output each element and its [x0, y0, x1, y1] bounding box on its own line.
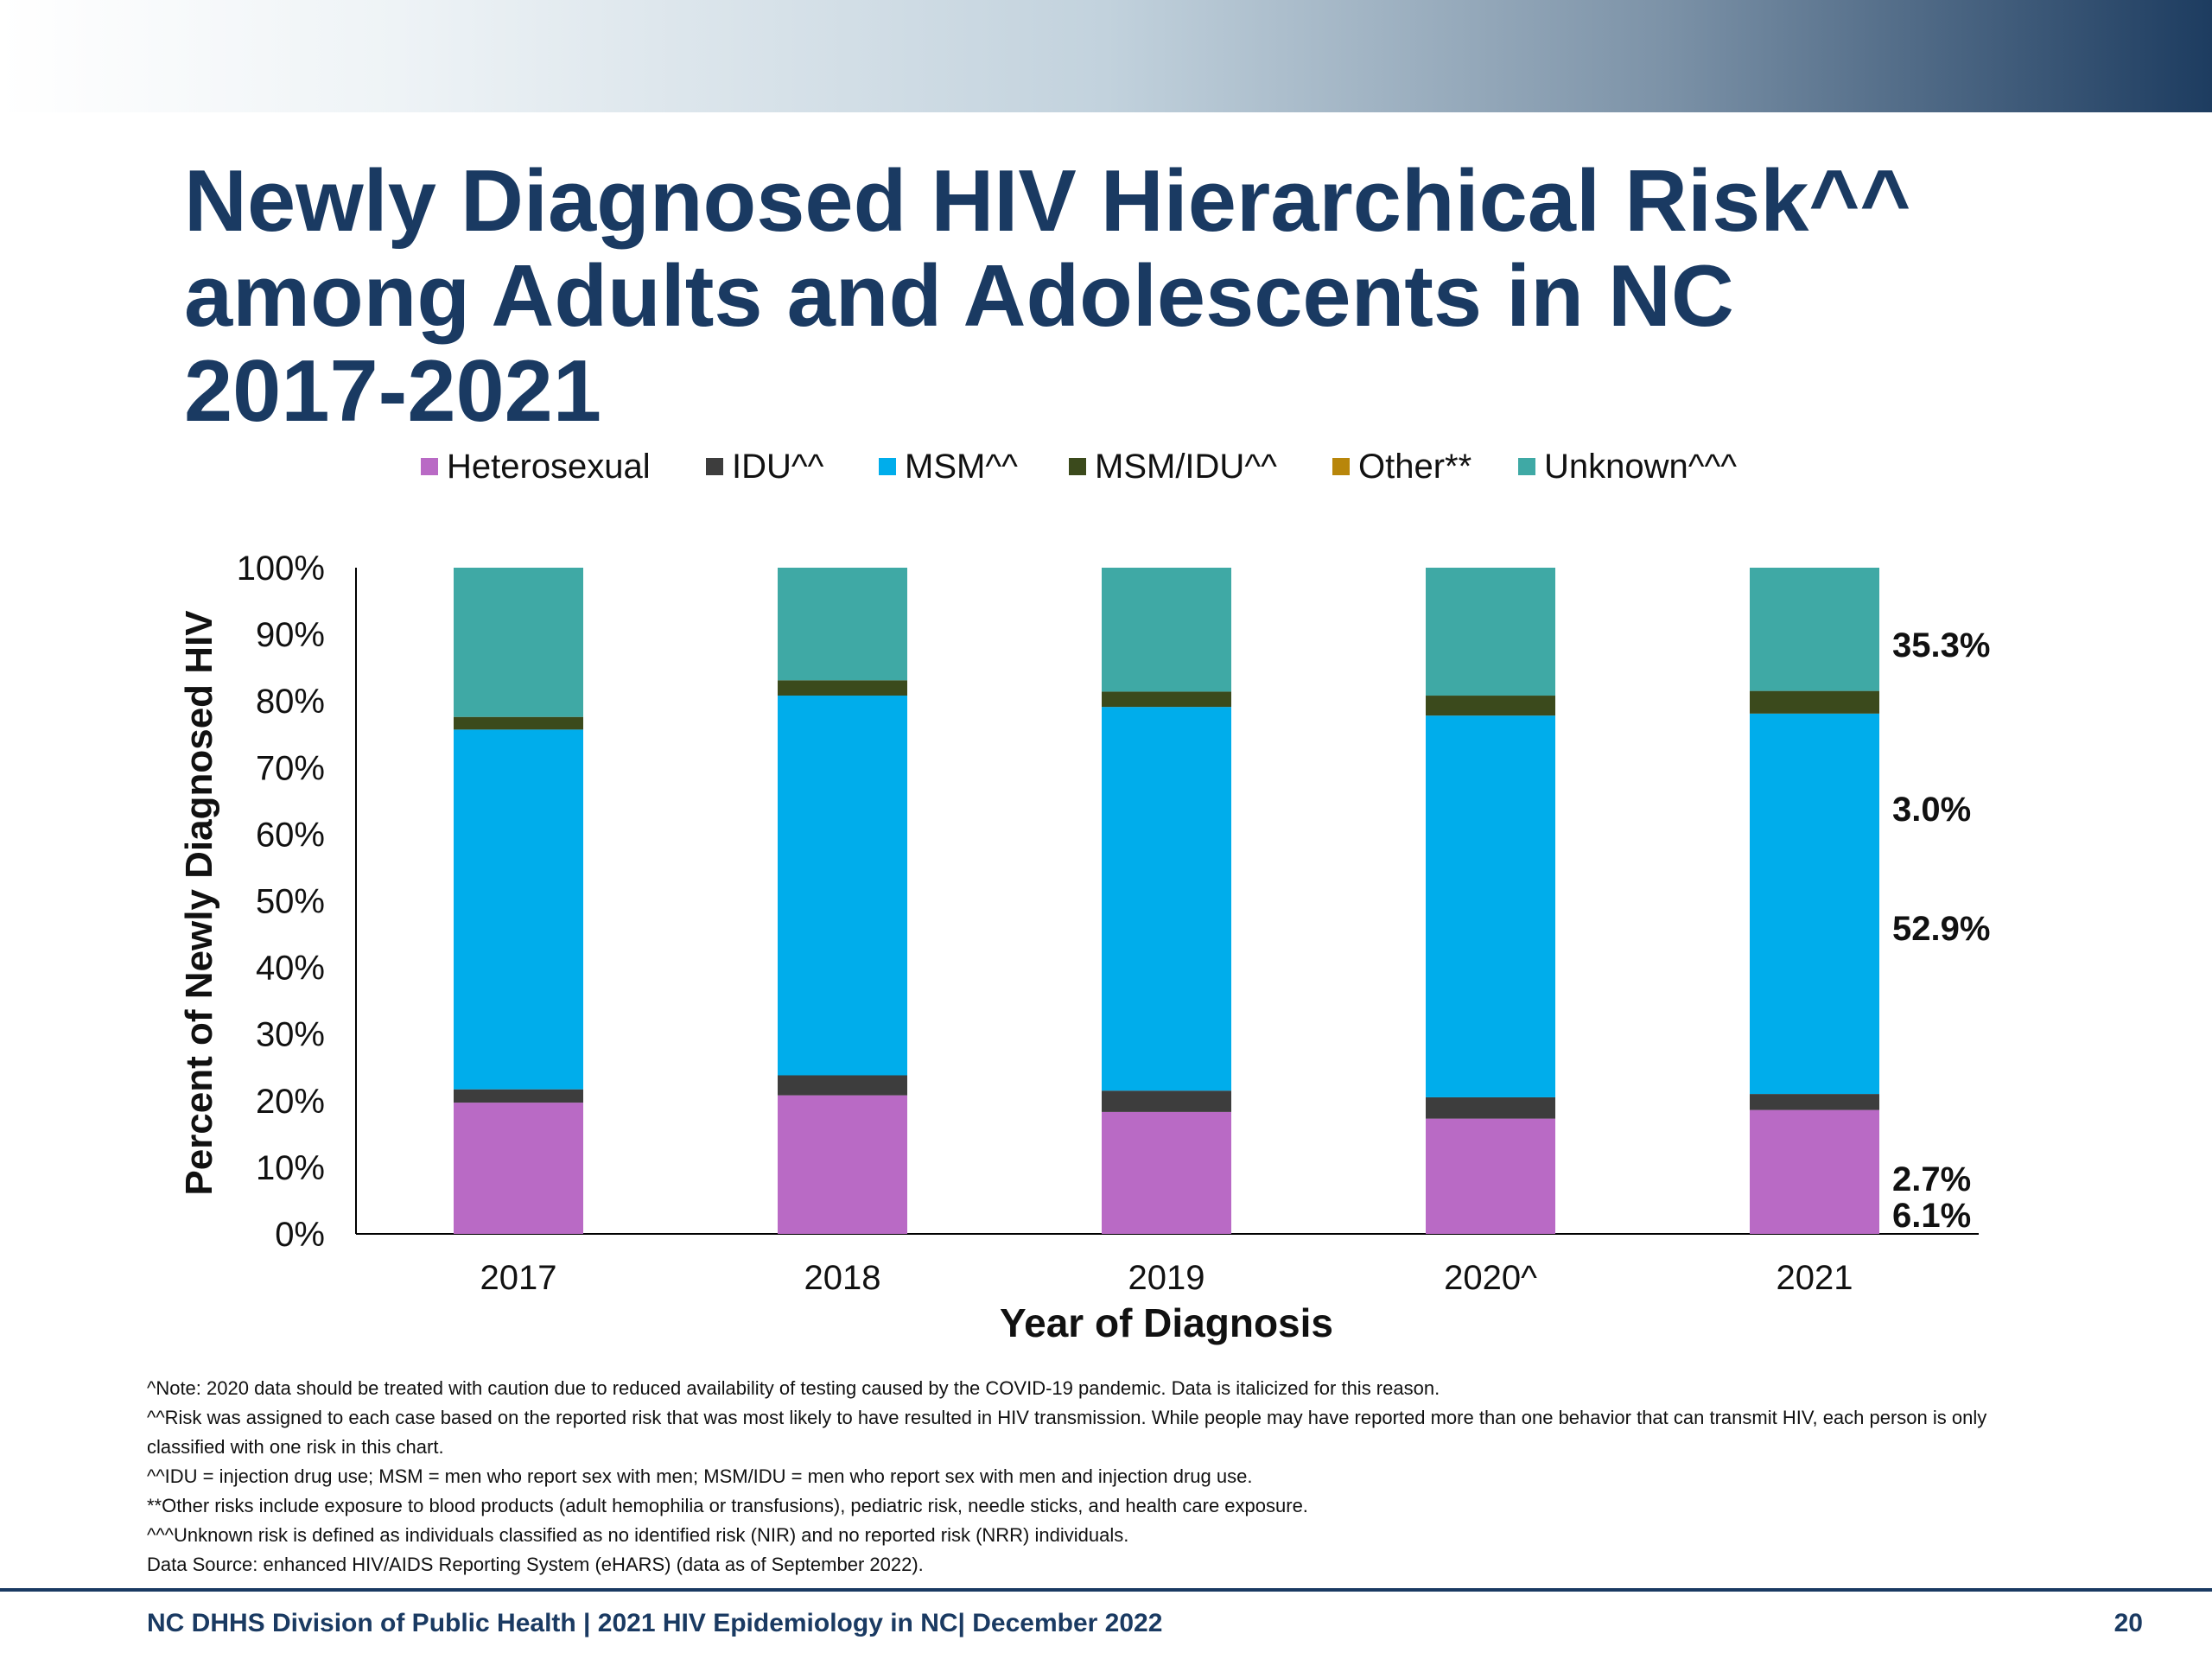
y-tick-label: 30% [256, 1016, 325, 1054]
y-tick-label: 60% [256, 816, 325, 854]
page-number: 20 [2113, 1609, 2143, 1637]
bar-unknown-2017 [454, 568, 583, 717]
legend-swatch-msm-idu [1069, 458, 1086, 475]
bar-idu-2021 [1750, 1094, 1879, 1110]
footnote-unknown: ^^^Unknown risk is defined as individual… [147, 1524, 1129, 1546]
y-tick-label: 80% [256, 683, 325, 721]
bar-msm-idu-2020 [1426, 696, 1555, 716]
annotation-label: 3.0% [1892, 791, 1971, 829]
footnote-abbreviations: ^^IDU = injection drug use; MSM = men wh… [147, 1465, 1253, 1487]
chart-legend: Heterosexual IDU^^ MSM^^ MSM/IDU^^ Other** Un… [421, 448, 1737, 486]
annotation-label: 2.7% [1892, 1160, 1971, 1198]
bar-idu-2017 [454, 1089, 583, 1103]
legend-label-heterosexual: Heterosexual [447, 448, 651, 486]
stacked-bar-chart: Heterosexual IDU^^ MSM^^ MSM/IDU^^ Other** Un… [178, 448, 1990, 1345]
slide-title-line-3: 2017-2021 [184, 343, 602, 440]
bar-heterosexual-2019 [1102, 1111, 1231, 1234]
slide-title: Newly Diagnosed HIV Hierarchical Risk^^ … [184, 154, 2042, 439]
bar-heterosexual-2020 [1426, 1118, 1555, 1234]
bar-msm-2020 [1426, 715, 1555, 1097]
legend-label-other: Other** [1358, 448, 1471, 486]
bars [454, 568, 1879, 1234]
y-tick-label: 20% [256, 1083, 325, 1121]
legend-label-msm: MSM^^ [905, 448, 1018, 486]
y-tick-label: 50% [256, 883, 325, 921]
annotation-label: 35.3% [1892, 626, 1990, 664]
x-axis-title: Year of Diagnosis [1000, 1300, 1333, 1345]
bar-idu-2018 [778, 1075, 907, 1096]
bar-heterosexual-2017 [454, 1103, 583, 1234]
bar-idu-2020 [1426, 1096, 1555, 1119]
x-tick-label: 2019 [1128, 1259, 1205, 1297]
x-tick-label: 2017 [480, 1259, 557, 1297]
y-tick-label: 10% [256, 1149, 325, 1187]
bar-msm-2017 [454, 729, 583, 1090]
bar-msm-idu-2021 [1750, 690, 1879, 714]
bar-msm-idu-2019 [1102, 691, 1231, 708]
x-tick-label: 2020^ [1444, 1259, 1537, 1297]
x-tick-label: 2018 [804, 1259, 881, 1297]
legend-swatch-heterosexual [421, 458, 438, 475]
x-axis: 2017 2018 2019 2020^ 2021 [480, 1259, 1853, 1297]
slide-title-line-1: Newly Diagnosed HIV Hierarchical Risk^^ [184, 153, 1911, 250]
annotations: 35.3% 3.0% 52.9% 2.7%6.1% [1892, 626, 1990, 1235]
slide-title-line-2: among Adults and Adolescents in NC [184, 248, 1734, 345]
legend-swatch-unknown [1518, 458, 1535, 475]
bar-msm-idu-2017 [454, 716, 583, 730]
y-tick-label: 90% [256, 616, 325, 654]
footer-divider [0, 1588, 2212, 1592]
y-tick-label: 100% [237, 550, 325, 588]
annotation-label: 6.1% [1892, 1197, 1971, 1235]
legend-label-unknown: Unknown^^^ [1544, 448, 1737, 486]
bar-heterosexual-2018 [778, 1095, 907, 1234]
legend-swatch-other [1332, 458, 1350, 475]
y-axis-title: Percent of Newly Diagnosed HIV [178, 610, 220, 1196]
bar-unknown-2019 [1102, 568, 1231, 692]
bar-msm-idu-2018 [778, 680, 907, 696]
bar-idu-2019 [1102, 1090, 1231, 1112]
y-tick-label: 0% [275, 1216, 325, 1254]
legend-swatch-msm [879, 458, 896, 475]
footnote-2020: ^Note: 2020 data should be treated with … [147, 1377, 1440, 1399]
bar-heterosexual-2021 [1750, 1109, 1879, 1234]
bar-msm-2021 [1750, 713, 1879, 1095]
top-banner [0, 0, 2212, 112]
legend-label-idu: IDU^^ [732, 448, 824, 486]
footer-text: NC DHHS Division of Public Health | 2021… [147, 1609, 1163, 1637]
footnotes: ^Note: 2020 data should be treated with … [147, 1374, 1996, 1580]
legend-label-msm-idu: MSM/IDU^^ [1095, 448, 1277, 486]
y-tick-label: 40% [256, 950, 325, 988]
bar-unknown-2021 [1750, 568, 1879, 691]
footnote-source: Data Source: enhanced HIV/AIDS Reporting… [147, 1554, 924, 1575]
annotation-label: 52.9% [1892, 910, 1990, 948]
legend-swatch-idu [706, 458, 723, 475]
y-tick-label: 70% [256, 749, 325, 787]
footnote-risk: ^^Risk was assigned to each case based o… [147, 1407, 1987, 1458]
x-tick-label: 2021 [1777, 1259, 1853, 1297]
bar-msm-2018 [778, 696, 907, 1076]
bar-unknown-2018 [778, 568, 907, 681]
footnote-other: **Other risks include exposure to blood … [147, 1495, 1308, 1516]
bar-unknown-2020 [1426, 568, 1555, 696]
bar-msm-2019 [1102, 707, 1231, 1091]
